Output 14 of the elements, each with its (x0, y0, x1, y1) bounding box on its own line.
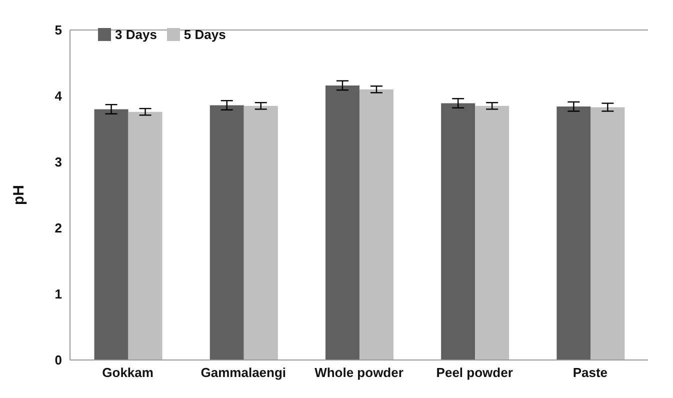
x-tick-label: Paste (572, 365, 608, 380)
y-tick-label: 2 (54, 220, 62, 236)
legend-label: 3 Days (115, 27, 157, 42)
y-tick-label: 1 (54, 286, 62, 302)
x-tick-label: Peel powder (436, 365, 513, 380)
x-tick-label: Gokkam (102, 365, 154, 380)
y-axis-title: pH (10, 185, 28, 205)
y-tick-label: 3 (54, 154, 62, 170)
x-tick-label: Whole powder (314, 365, 404, 380)
legend-label: 5 Days (184, 27, 226, 42)
y-tick-label: 0 (54, 352, 62, 368)
y-tick-label: 5 (54, 22, 62, 38)
x-tick-label: Gammalaengi (200, 365, 286, 380)
y-tick-label: 4 (54, 88, 63, 104)
